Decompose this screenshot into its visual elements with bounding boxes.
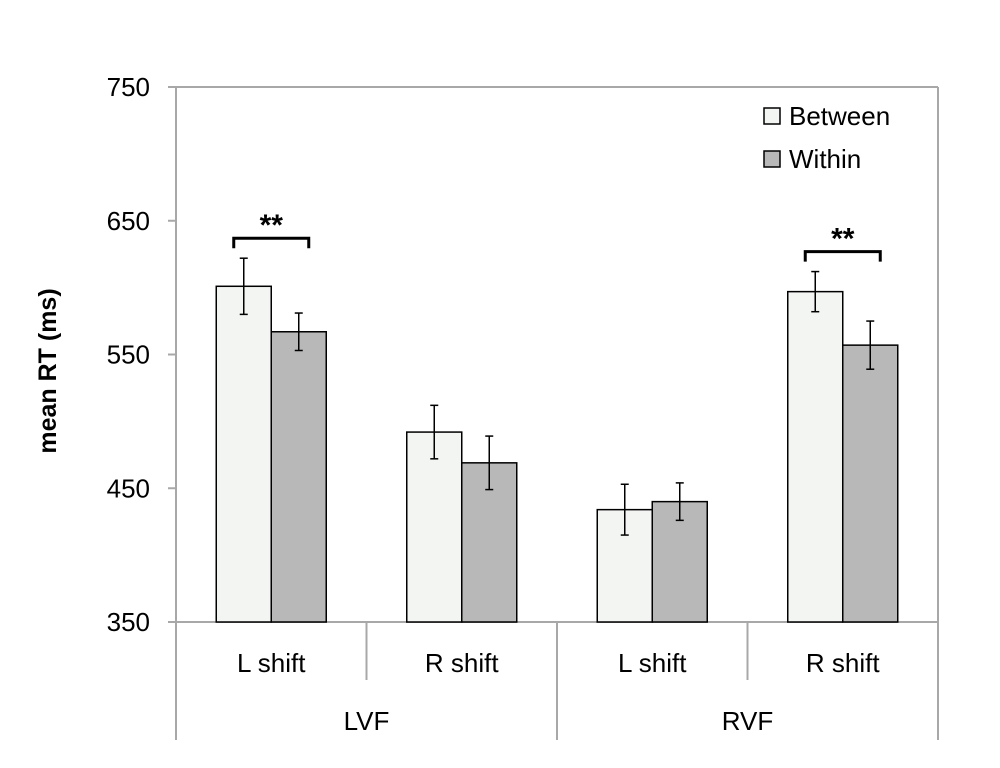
- legend-label-within: Within: [789, 144, 861, 174]
- bar-within: [842, 344, 899, 623]
- legend-swatch-within: [763, 150, 781, 168]
- y-tick-label: 550: [107, 340, 150, 370]
- y-tick-label: 750: [107, 72, 150, 102]
- y-axis-title: mean RT (ms): [34, 288, 62, 453]
- significance-label: **: [260, 209, 284, 242]
- significance-bracket: [803, 250, 882, 262]
- legend-swatch-between: [763, 107, 781, 125]
- x-category-label: L shift: [618, 648, 687, 678]
- x-category-label: R shift: [806, 648, 880, 678]
- y-tick-label: 650: [107, 206, 150, 236]
- bar-between: [406, 431, 463, 623]
- legend: Between Within: [763, 101, 890, 174]
- y-tick-label: 350: [107, 607, 150, 637]
- bar-within: [461, 462, 518, 623]
- significance-bracket: [232, 236, 311, 249]
- bar-within: [651, 500, 708, 623]
- x-group-label: LVF: [344, 706, 390, 736]
- significance-label: **: [831, 223, 855, 256]
- x-category-label: R shift: [425, 648, 499, 678]
- bar-between: [215, 285, 272, 623]
- y-tick-label: 450: [107, 473, 150, 503]
- legend-label-between: Between: [789, 101, 890, 131]
- bar-within: [270, 331, 327, 623]
- x-category-label: L shift: [237, 648, 306, 678]
- x-group-label: RVF: [722, 706, 774, 736]
- bar-between: [787, 290, 844, 623]
